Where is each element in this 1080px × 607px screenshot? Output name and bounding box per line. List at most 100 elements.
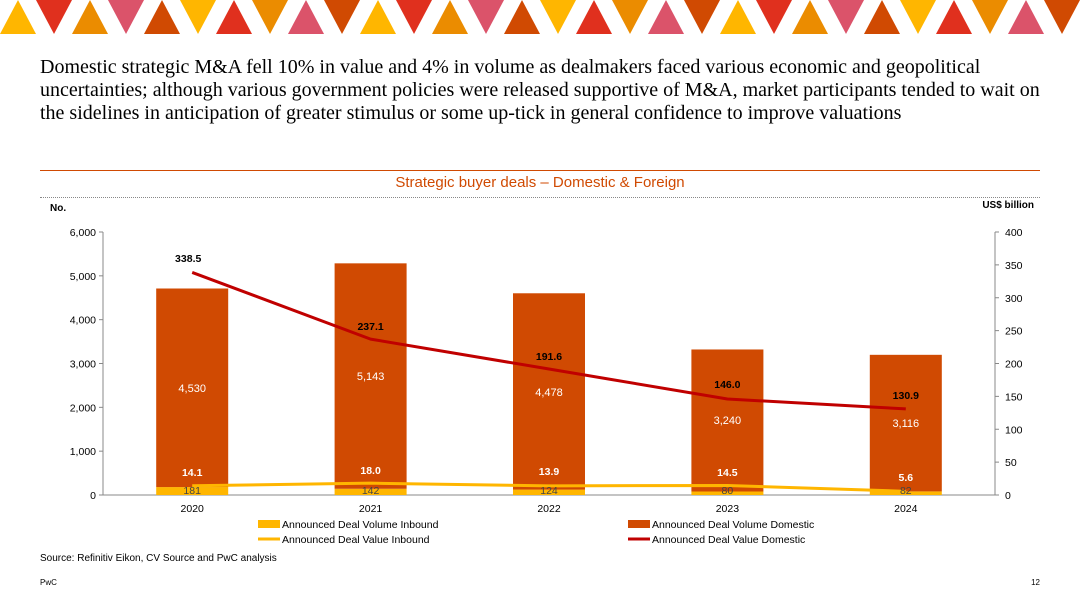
line-value-inbound [192,481,906,493]
label-volume-inbound: 181 [183,485,201,497]
banner-triangle [1008,0,1044,34]
y-right-tick-label: 0 [1005,490,1011,502]
chart-title: Strategic buyer deals – Domestic & Forei… [395,174,685,191]
label-volume-inbound: 142 [362,485,380,497]
legend-label: Announced Deal Value Inbound [282,534,430,546]
y-left-tick-label: 4,000 [70,315,96,327]
y-right-tick-label: 150 [1005,391,1023,403]
banner-triangle [828,0,864,34]
page-number: 12 [1031,578,1040,587]
banner-triangle [432,0,468,34]
x-tick-label: 2021 [359,503,383,515]
banner-triangle [72,0,108,34]
bar-volume-domestic [513,293,585,490]
label-value-domestic: 338.5 [175,253,201,265]
label-value-domestic: 130.9 [893,390,919,402]
banner-triangle [0,0,36,34]
label-volume-inbound: 124 [540,485,558,497]
bar-volume-domestic [869,354,942,492]
banner-triangle [864,0,900,34]
banner-triangle [468,0,504,34]
label-value-inbound: 14.1 [182,467,203,479]
banner-triangle [252,0,288,34]
chart-title-dotted-rule [40,197,1040,198]
y-right-tick-label: 200 [1005,359,1023,371]
y-left-tick-label: 3,000 [70,359,96,371]
banner-triangle [324,0,360,34]
y-left-tick-label: 2,000 [70,402,96,414]
label-volume-domestic: 3,240 [714,415,742,427]
label-value-inbound: 18.0 [360,465,381,477]
legend-label: Announced Deal Volume Inbound [282,519,439,531]
x-tick-label: 2020 [181,503,205,515]
banner-triangle [216,0,252,34]
bar-volume-domestic [334,263,407,489]
decorative-banner [0,0,1080,34]
banner-triangle [108,0,144,34]
banner-triangle [1044,0,1080,34]
banner-triangle [36,0,72,34]
y-right-tick-label: 350 [1005,260,1023,272]
legend-label: Announced Deal Value Domestic [652,534,805,546]
y-left-tick-label: 1,000 [70,446,96,458]
banner-triangle [936,0,972,34]
banner-triangle [144,0,180,34]
label-volume-domestic: 4,530 [178,383,206,395]
bar-volume-domestic [156,288,229,488]
x-tick-label: 2024 [894,503,918,515]
banner-triangle [360,0,396,34]
label-volume-inbound: 82 [900,485,912,497]
label-volume-domestic: 5,143 [357,371,385,383]
label-value-inbound: 5.6 [898,472,913,484]
y-left-tick-label: 0 [90,490,96,502]
banner-triangle [972,0,1008,34]
label-volume-domestic: 4,478 [535,387,563,399]
y-right-tick-label: 100 [1005,424,1023,436]
banner-triangle [180,0,216,34]
strategic-buyer-deals-chart: No. US$ billion 0 1,000 2,000 3,000 4,000 5,000… [50,200,1034,546]
banner-triangle [720,0,756,34]
bar-volume-inbound [691,491,764,495]
banner-triangle [792,0,828,34]
banner-triangle [648,0,684,34]
y-right-tick-label: 50 [1005,457,1017,469]
legend-swatch-bar [258,520,280,528]
label-value-inbound: 14.5 [717,467,738,479]
legend-label: Announced Deal Volume Domestic [652,519,814,531]
y-left-tick-label: 6,000 [70,227,96,239]
x-tick-label: 2022 [537,503,561,515]
y-axis-right-label: US$ billion [982,200,1034,211]
x-tick-label: 2023 [716,503,740,515]
y-right-tick-label: 400 [1005,227,1023,239]
bar-volume-inbound [156,487,229,495]
banner-triangle [684,0,720,34]
y-left-tick-label: 5,000 [70,271,96,283]
banner-triangle [540,0,576,34]
label-value-domestic: 146.0 [714,379,740,391]
legend-swatch-bar [628,520,650,528]
banner-triangle [900,0,936,34]
label-volume-domestic: 3,116 [892,418,919,430]
bar-volume-inbound [513,489,585,495]
y-right-tick-label: 250 [1005,326,1023,338]
label-value-inbound: 13.9 [539,466,560,478]
banner-triangle [288,0,324,34]
label-value-domestic: 237.1 [357,321,383,333]
y-axis-left-label: No. [50,203,66,214]
banner-triangle [576,0,612,34]
footer-brand: PwC [40,578,57,587]
label-volume-inbound: 80 [722,485,734,497]
banner-triangle [612,0,648,34]
banner-triangle [504,0,540,34]
source-note: Source: Refinitiv Eikon, CV Source and P… [40,553,277,564]
bar-volume-domestic [691,349,764,492]
page-headline: Domestic strategic M&A fell 10% in value… [40,56,1040,124]
bar-volume-inbound [334,488,407,495]
banner-triangle [756,0,792,34]
banner-triangle [396,0,432,34]
line-value-domestic [191,271,906,411]
title-rule [40,170,1040,171]
y-right-tick-label: 300 [1005,293,1023,305]
label-value-domestic: 191.6 [536,351,562,363]
bar-volume-inbound [869,491,942,495]
